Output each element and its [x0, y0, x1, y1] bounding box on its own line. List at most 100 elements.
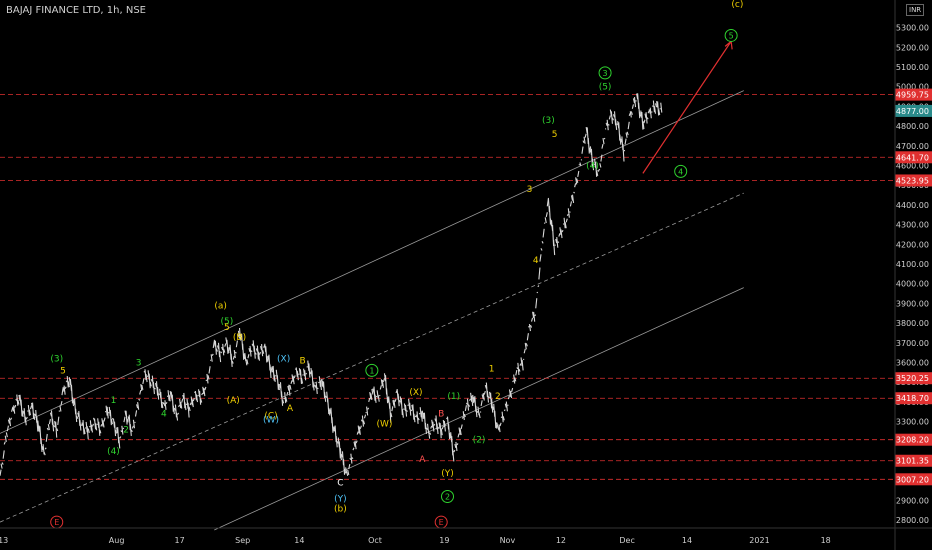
price-candle [567, 208, 570, 218]
price-candle [57, 416, 60, 425]
price-candle [442, 420, 445, 428]
price-candle [465, 402, 468, 405]
price-candle [179, 398, 182, 409]
price-candle [408, 398, 411, 410]
price-candle [525, 343, 528, 347]
price-candle [304, 370, 307, 381]
price-candle [130, 429, 133, 433]
price-candle [503, 409, 506, 412]
price-candle [347, 469, 350, 476]
price-candle [34, 413, 37, 417]
price-candle [491, 398, 494, 413]
price-candle [149, 382, 152, 387]
price-candle [512, 380, 515, 383]
price-candle [169, 390, 172, 398]
price-candle [141, 384, 144, 391]
price-candle [2, 450, 5, 459]
price-candle [145, 374, 148, 383]
price-candle [93, 418, 97, 430]
price-candle [64, 386, 67, 389]
price-candle [542, 228, 545, 238]
x-tick-label: 14 [682, 536, 692, 545]
price-candle [55, 421, 58, 438]
price-candle [548, 205, 551, 225]
price-candle [11, 407, 14, 412]
price-candle [352, 447, 355, 451]
price-candle [234, 351, 237, 354]
price-candle [23, 408, 26, 423]
price-candle [256, 345, 259, 360]
price-candle [177, 412, 180, 415]
price-candle [651, 105, 654, 108]
price-candle [99, 429, 102, 434]
wave-label: 4 [678, 167, 683, 176]
price-candle [67, 381, 70, 388]
price-candle [629, 111, 632, 118]
price-candle [583, 136, 586, 144]
price-candle [3, 441, 6, 445]
price-candle [41, 445, 44, 451]
channel-line[interactable] [0, 192, 744, 523]
price-candle [230, 353, 233, 368]
price-candle [255, 348, 258, 352]
price-candle [610, 111, 613, 124]
price-candle [154, 387, 156, 390]
price-candle [59, 405, 62, 412]
price-candle [353, 441, 356, 447]
price-candle [590, 148, 594, 168]
price-candle [390, 412, 393, 418]
x-tick-label: Aug [109, 536, 125, 545]
price-candle [65, 380, 68, 383]
price-candle [257, 351, 261, 361]
price-candle [519, 363, 522, 366]
y-tick-label: 4000.00 [896, 280, 929, 289]
price-candle [359, 425, 362, 430]
price-candle [511, 387, 514, 393]
wave-label: (B) [233, 333, 246, 343]
price-candle [328, 407, 331, 416]
price-candle [528, 323, 532, 332]
price-candle [235, 340, 238, 348]
price-candle [288, 384, 291, 396]
price-candle [261, 344, 264, 357]
price-candle [313, 384, 316, 388]
price-candle [21, 410, 24, 417]
price-candle [312, 381, 315, 391]
price-candle [76, 415, 79, 419]
price-candle [71, 397, 75, 407]
price-candle [144, 369, 147, 381]
projection-arrow[interactable] [642, 41, 732, 174]
price-candle [563, 217, 566, 229]
price-candle [557, 241, 560, 243]
price-candle [392, 400, 395, 406]
price-candle [10, 417, 13, 421]
price-candle [265, 346, 268, 363]
y-tick-label: 5300.00 [896, 24, 929, 33]
price-candle [401, 408, 404, 418]
x-tick-label: Sep [235, 536, 250, 545]
channel-line[interactable] [0, 90, 744, 434]
price-candle [290, 380, 293, 384]
wave-label: (3) [542, 116, 555, 126]
wave-label: 3 [136, 359, 142, 369]
price-candle [319, 380, 322, 391]
price-candle [14, 404, 17, 408]
price-candle [513, 374, 516, 384]
price-candle [185, 403, 188, 406]
price-candle [342, 459, 346, 475]
price-candle [205, 379, 208, 382]
price-candle [25, 416, 28, 420]
price-level-tag [895, 433, 932, 446]
price-candle [32, 402, 35, 419]
y-tick-label: 3900.00 [896, 299, 929, 308]
price-candle [601, 144, 604, 149]
price-candle [351, 457, 354, 460]
price-candle [646, 117, 649, 120]
price-level-tag [895, 151, 932, 164]
price-candle [79, 419, 82, 431]
price-candle [516, 367, 519, 370]
price-candle [367, 407, 370, 410]
price-candle [132, 419, 136, 429]
channel-line[interactable] [214, 287, 744, 531]
